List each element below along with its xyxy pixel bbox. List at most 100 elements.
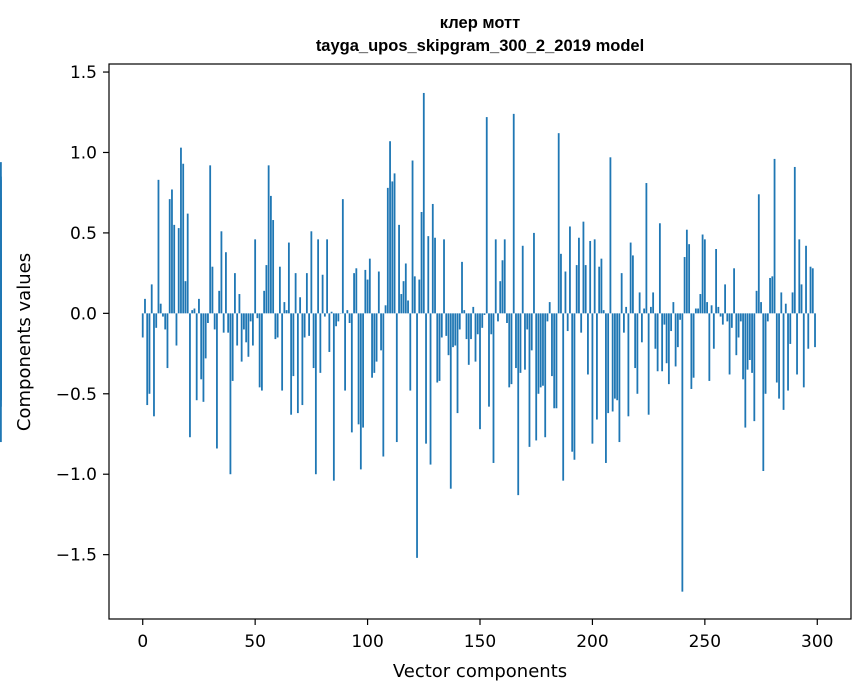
y-tick-label: −0.5	[56, 385, 97, 405]
bar	[153, 313, 155, 417]
bar	[490, 313, 493, 335]
bar	[643, 308, 646, 314]
bar	[445, 313, 448, 336]
bar	[0, 313, 2, 381]
x-axis-label: Vector components	[393, 661, 567, 682]
bar	[784, 303, 787, 314]
bar	[418, 279, 421, 314]
bar	[508, 313, 511, 388]
bar	[344, 313, 346, 391]
bar	[380, 313, 382, 351]
bar	[308, 313, 311, 336]
bar	[425, 313, 427, 444]
bar	[207, 313, 209, 323]
bar	[719, 313, 722, 317]
bar	[602, 310, 605, 314]
bar	[431, 203, 434, 314]
bar	[256, 313, 259, 319]
bar	[348, 313, 351, 323]
bar	[600, 258, 603, 314]
bar	[497, 313, 499, 322]
bar	[814, 313, 816, 348]
bar	[578, 237, 580, 314]
bar	[656, 313, 659, 372]
bar	[467, 313, 470, 365]
bar	[730, 313, 733, 328]
bar	[395, 313, 398, 443]
bar	[312, 313, 315, 369]
bar	[294, 273, 297, 314]
bar	[373, 313, 376, 373]
bar	[748, 313, 751, 360]
bar	[517, 313, 520, 496]
bar	[645, 183, 648, 314]
bar	[265, 265, 268, 314]
bar	[472, 306, 475, 314]
bar	[290, 313, 293, 415]
bar	[634, 313, 637, 369]
bar	[272, 220, 275, 314]
bar	[474, 313, 477, 362]
bar	[715, 249, 717, 314]
bar	[751, 313, 753, 373]
y-axis-label: Components values	[14, 253, 35, 431]
y-tick-label: −1.0	[56, 465, 97, 485]
bar	[573, 313, 576, 460]
bar	[400, 294, 403, 314]
bar	[458, 313, 461, 330]
bar	[299, 297, 302, 314]
bar	[204, 313, 207, 359]
bar	[319, 313, 322, 373]
bar	[524, 313, 526, 370]
bar	[222, 313, 225, 333]
bar	[535, 313, 538, 441]
bar	[353, 273, 355, 314]
bar	[735, 313, 738, 356]
bar	[717, 306, 720, 314]
bar	[247, 313, 250, 357]
bar	[393, 173, 396, 314]
bar	[560, 253, 562, 314]
bar	[591, 313, 594, 444]
bar	[674, 313, 677, 367]
bar	[429, 313, 432, 465]
bar	[620, 273, 623, 314]
bar	[283, 302, 286, 314]
bar	[760, 302, 762, 314]
bar	[375, 313, 378, 362]
bar	[742, 313, 744, 380]
bar	[618, 313, 621, 443]
bar	[733, 268, 735, 314]
bar	[546, 313, 549, 322]
bar	[368, 258, 371, 314]
bar	[402, 281, 405, 314]
bar	[683, 257, 686, 314]
bar	[744, 313, 747, 428]
bar	[611, 313, 614, 412]
bar	[789, 313, 792, 344]
bar	[186, 213, 189, 314]
bar	[422, 92, 425, 314]
bar	[261, 313, 263, 391]
bar	[341, 199, 344, 314]
bar	[667, 313, 670, 385]
plot-frame	[108, 63, 852, 620]
bar	[323, 313, 326, 317]
bar	[470, 313, 472, 340]
x-tick-label: 0	[137, 632, 148, 652]
x-tick-label: 200	[576, 632, 608, 652]
bar	[240, 313, 243, 362]
bar	[357, 313, 360, 425]
bar	[690, 313, 693, 389]
bar	[564, 271, 567, 314]
bar	[249, 313, 252, 322]
bar	[598, 266, 601, 314]
bar	[189, 313, 191, 438]
bar	[407, 300, 409, 314]
chart-title: клер мотт tayga_upos_skipgram_300_2_2019…	[316, 14, 644, 55]
bar	[625, 306, 628, 314]
bar	[281, 313, 284, 391]
bar	[706, 302, 708, 314]
bar	[238, 294, 241, 314]
